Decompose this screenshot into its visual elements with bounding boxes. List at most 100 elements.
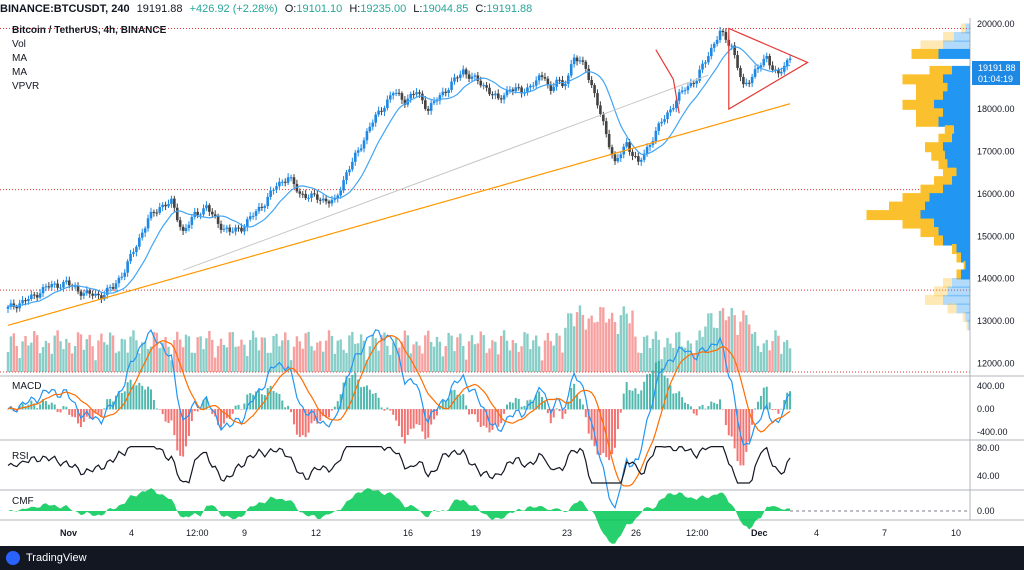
footer-brand[interactable]: TradingView [26,552,87,564]
macd-histogram-bar [114,395,117,410]
candle-body [138,237,141,247]
time-tick-label: 4 [129,528,134,538]
candle-body [85,290,89,294]
legend-ma-fast[interactable]: MA [12,53,27,64]
candle-body [631,151,634,157]
low-value: 19044.85 [422,3,469,15]
volume-bar [783,341,786,372]
volume-bar [680,346,684,372]
volume-bar [129,336,132,372]
macd-histogram-bar [459,395,462,410]
candle-body [745,82,748,85]
volume-bar [537,346,541,372]
macd-histogram-bar [278,393,281,410]
macd-histogram-bar [473,409,476,415]
macd-histogram-bar [284,407,287,410]
candle-body [572,57,576,65]
volume-bar [511,339,515,372]
candle-body [251,215,255,217]
volume-bar [508,350,512,372]
candle-body [386,99,389,108]
volume-bar [750,333,754,372]
volume-bar [774,330,777,372]
macd-histogram-bar [631,390,634,410]
chart-canvas[interactable]: 20000.0019000.0018000.0017000.0016000.00… [0,0,1024,546]
volume-bar [219,338,223,372]
macd-label[interactable]: MACD [12,381,41,392]
candle-body [234,227,237,232]
macd-histogram-bar [246,394,249,410]
volume-bar [138,353,141,372]
time-tick-label: Dec [751,528,768,538]
macd-histogram-bar [269,385,272,410]
rsi-label[interactable]: RSI [12,451,29,462]
legend-vol[interactable]: Vol [12,39,26,50]
vpvr-up-bar [920,210,970,221]
macd-histogram-bar [456,394,459,410]
candle-body [111,287,115,289]
macd-histogram-bar [476,409,479,423]
macd-histogram-bar [721,409,724,410]
volume-bar [333,353,337,372]
tradingview-logo-icon[interactable] [6,551,20,565]
candle-body [453,77,456,82]
volume-bar [161,342,164,372]
volume-bar [616,333,620,372]
volume-bar [365,360,369,372]
candle-body [765,55,769,59]
volume-bar [429,341,433,372]
volume-bar [298,341,302,372]
candle-body [663,119,666,122]
volume-bar [721,308,725,372]
macd-histogram-bar [733,409,736,449]
candle-body [698,69,701,81]
candle-body [496,93,500,99]
cmf-label[interactable]: CMF [12,496,34,507]
macd-histogram-bar [281,400,284,410]
macd-histogram-bar [704,408,707,410]
candle-body [225,227,229,229]
volume-bar [432,346,436,372]
candle-body [82,293,86,296]
volume-bar [392,342,395,372]
legend-ma-slow[interactable]: MA [12,67,27,78]
macd-histogram-bar [538,391,541,410]
time-tick-label: 7 [882,528,887,538]
volume-bar [368,346,372,372]
volume-bar [479,331,482,372]
volume-bar [517,351,520,372]
macd-histogram-bar [400,409,403,438]
candle-body [292,177,296,184]
volume-bar [394,337,398,372]
candle-body [330,199,334,204]
volume-bar [552,345,555,372]
volume-bar [208,330,211,372]
volume-bar [50,353,53,372]
volume-bar [15,345,18,372]
volume-bar [354,343,357,372]
symbol-name[interactable]: BINANCE:BTCUSDT, 240 [0,3,130,15]
volume-bar [581,314,585,372]
macd-histogram-bar [555,408,558,410]
candle-body [774,69,777,71]
candle-body [654,130,658,142]
candle-body [103,294,106,300]
legend-vpvr[interactable]: VPVR [12,81,39,92]
macd-histogram-bar [234,405,237,410]
candle-body [56,283,59,288]
last-price: 19191.88 [136,3,183,15]
candle-body [237,227,240,229]
candle-body [531,85,535,87]
macd-histogram-bar [450,390,453,410]
candle-body [424,100,427,109]
vpvr-down-bar [962,311,966,322]
candle-body [41,287,45,294]
vpvr-up-bar [965,260,970,271]
macd-histogram-bar [222,409,225,424]
volume-bar [243,344,246,372]
macd-histogram-bar [74,409,77,418]
volume-bar [520,346,523,372]
macd-histogram-bar [44,401,47,410]
volume-bar [56,330,59,372]
